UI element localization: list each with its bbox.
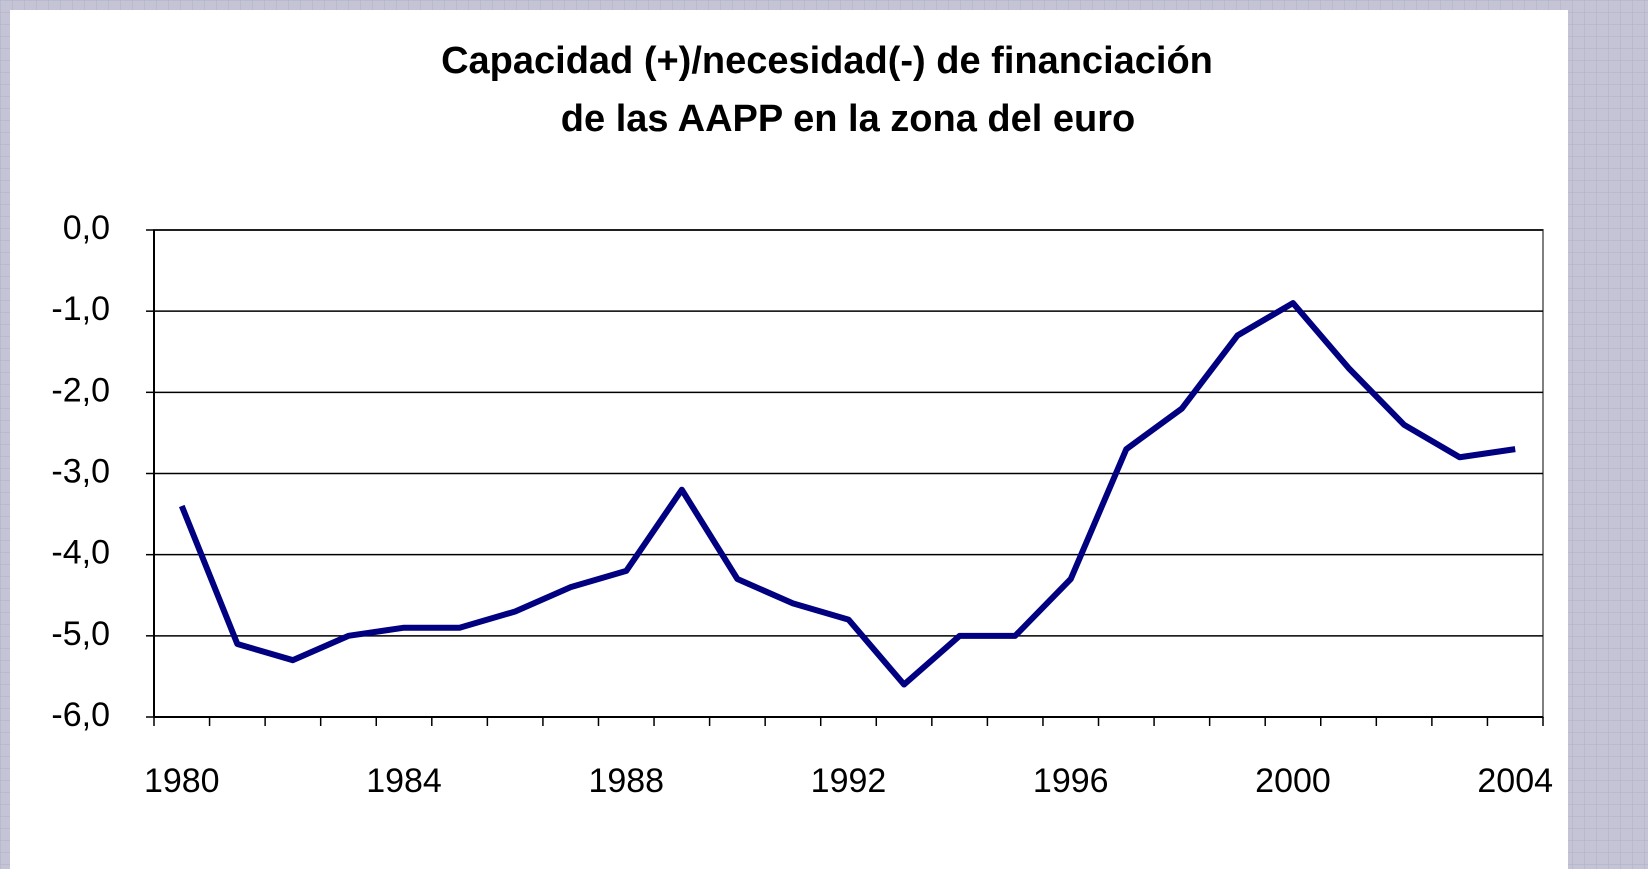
x-tick-label: 1980 — [144, 762, 220, 800]
chart-title: Capacidad (+)/necesidad(-) de financiaci… — [441, 40, 1213, 82]
y-tick-label: -6,0 — [51, 696, 110, 734]
y-tick-label: -2,0 — [51, 371, 110, 409]
x-tick-label: 1992 — [811, 762, 887, 800]
x-tick-label: 1984 — [366, 762, 442, 800]
chart-area — [10, 10, 1568, 869]
chart-title: de las AAPP en la zona del euro — [561, 98, 1135, 140]
data-line — [178, 300, 1516, 688]
y-tick-label: -4,0 — [51, 534, 110, 572]
x-tick-label: 1988 — [588, 762, 664, 800]
x-tick-label: 1996 — [1033, 762, 1109, 800]
y-tick-label: -5,0 — [51, 615, 110, 653]
x-tick-label: 2000 — [1255, 762, 1331, 800]
y-tick-label: -3,0 — [51, 452, 110, 490]
x-tick-label: 2004 — [1477, 762, 1553, 800]
y-tick-label: 0,0 — [63, 209, 110, 247]
y-tick-label: -1,0 — [51, 290, 110, 328]
